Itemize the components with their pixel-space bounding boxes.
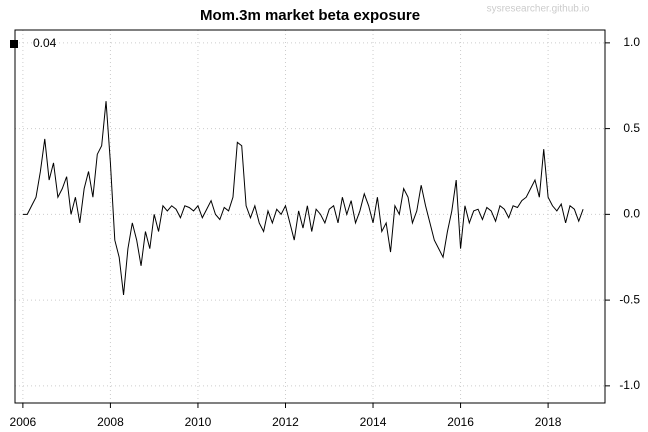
x-tick-label: 2012	[272, 415, 299, 429]
chart-title: Mom.3m market beta exposure	[200, 7, 420, 24]
watermark: sysresearcher.github.io	[487, 4, 590, 15]
legend-label: 0.04	[33, 36, 57, 50]
x-tick-label: 2016	[447, 415, 474, 429]
y-tick-label: 0.0	[623, 207, 640, 221]
x-tick-label: 2014	[360, 415, 387, 429]
y-tick-label: 0.5	[623, 121, 640, 135]
y-tick-label: -1.0	[619, 378, 640, 392]
legend-swatch	[10, 40, 18, 48]
x-tick-label: 2018	[535, 415, 562, 429]
y-tick-label: -0.5	[619, 292, 640, 306]
x-tick-label: 2006	[10, 415, 37, 429]
y-tick-label: 1.0	[623, 35, 640, 49]
x-tick-label: 2008	[97, 415, 124, 429]
x-tick-label: 2010	[185, 415, 212, 429]
series-line	[22, 101, 584, 296]
plot-frame	[14, 29, 606, 404]
